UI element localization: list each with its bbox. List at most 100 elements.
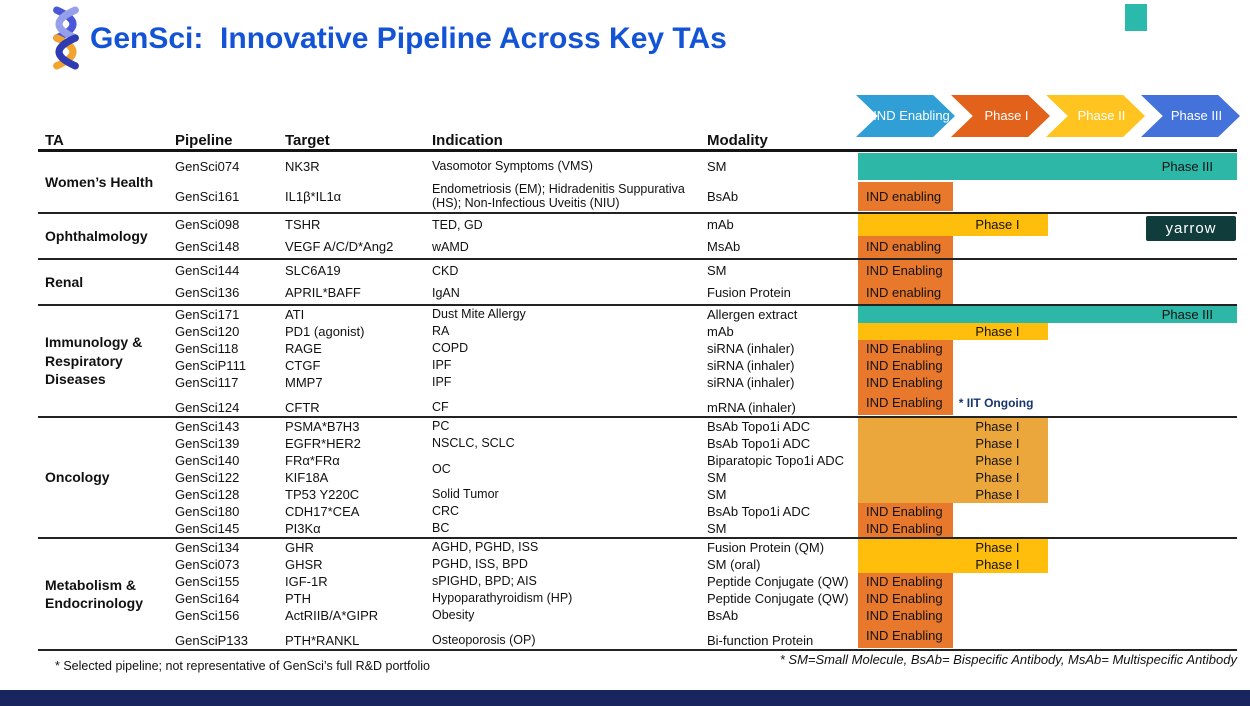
modality-cell-text: BsAb [707,607,739,623]
target-cell: IL1β*IL1α [278,189,425,204]
indication-cell-text: CF [432,400,449,415]
target-cell-text: CDH17*CEA [285,503,360,519]
phase-bar-cell: IND Enabling [858,356,1237,374]
phase-bar-phase1: Phase I [858,322,1048,340]
pipeline-row: GenSci134 GHR AGHD, PGHD, ISS Fusion Protei… [168,538,1237,556]
pipeline-cell-text: GenSci161 [175,188,240,204]
pipeline-cell: GenSci136 [168,285,278,300]
modality-cell-text: Peptide Conjugate (QW) [707,573,849,589]
modality-cell: mRNA (inhaler) [700,400,858,415]
indication-cell: CRC [425,504,700,518]
phase-bar-label: Phase III [1161,159,1213,174]
modality-cell-text: siRNA (inhaler) [707,340,795,356]
target-cell: CFTR [278,400,425,415]
phase-bar-cell: Phase I [858,468,1237,486]
phase-bar-label: IND enabling [866,188,942,204]
ta-label: Immunology & Respiratory Diseases [45,334,143,387]
phase-bar-ind-enabling: IND Enabling [858,390,953,415]
target-cell: PSMA*B7H3 [278,419,425,434]
pipeline-cell: GenSci128 [168,487,278,502]
pipeline-cell-text: GenSci148 [175,239,240,255]
target-cell-text: TP53 Y220C [285,486,360,502]
target-cell-text: EGFR*HER2 [285,435,361,451]
ta-section: Women’s Health GenSci074 NK3R Vasomotor Sym… [38,152,1237,214]
modality-cell: Fusion Protein [700,285,858,300]
pipeline-row: GenSciP111 CTGF IPF siRNA (inhaler) IND Enab… [168,356,1237,374]
phase-bar-ind-enabling: IND Enabling [858,373,953,391]
phase-bar-cell: IND Enabling [858,606,1237,624]
indication-cell-text: Osteoporosis (OP) [432,633,536,648]
indication-cell-text: COPD [432,341,469,356]
modality-cell: BsAb Topo1i ADC [700,436,858,451]
target-cell: KIF18A [278,470,425,485]
indication-cell-text: Obesity [432,608,475,623]
modality-cell-text: SM [707,520,727,536]
pipeline-cell: GenSci117 [168,375,278,390]
modality-cell: Peptide Conjugate (QW) [700,574,858,589]
section-rows: GenSci171 ATI Dust Mite Allergy Allergen ex… [168,305,1237,416]
indication-cell-text: PGHD, ISS, BPD [432,557,528,572]
phase-chevron-label: Phase I [984,107,1029,123]
modality-cell: Peptide Conjugate (QW) [700,591,858,606]
modality-cell: mAb [700,217,858,232]
ta-section: Renal GenSci144 SLC6A19 CKD SM IND Enabling Ge… [38,259,1237,306]
pipeline-cell: GenSci074 [168,159,278,174]
iit-ongoing-note: * IIT Ongoing [958,395,1034,410]
phase-bar-label: Phase I [975,539,1020,555]
modality-cell-text: mRNA (inhaler) [707,399,796,415]
indication-cell-text: Vasomotor Symptoms (VMS) [432,159,593,174]
phase-bar-cell: IND Enabling [858,373,1237,391]
modality-cell: Biparatopic Topo1i ADC [700,453,858,468]
indication-cell-text: sPIGHD, BPD; AIS [432,574,537,589]
pipeline-cell: GenSci073 [168,557,278,572]
target-cell: CTGF [278,358,425,373]
phase-bar-label: Phase I [975,323,1020,339]
indication-cell-text: TED, GD [432,217,483,232]
indication-cell: Obesity [425,608,700,622]
indication-cell: Hypoparathyroidism (HP) [425,591,700,605]
pipeline-cell-text: GenSci120 [175,323,240,339]
phase-chevron-label: IND Enabling [873,107,950,123]
indication-cell-text: Solid Tumor [432,487,499,502]
modality-cell: Bi-function Protein [700,633,858,648]
target-cell: PI3Kα [278,521,425,536]
phase-bar-cell: IND Enabling [858,339,1237,357]
pipeline-cell-text: GenSci136 [175,285,240,301]
indication-cell: Dust Mite Allergy [425,307,700,321]
modality-cell-text: mAb [707,323,734,339]
indication-cell: CF [425,400,700,414]
indication-cell: Endometriosis (EM); Hidradenitis Suppura… [425,182,700,211]
pipeline-row: GenSci164 PTH Hypoparathyroidism (HP) Pepti… [168,589,1237,607]
corner-accent-square [1125,4,1147,31]
target-cell: ATI [278,307,425,322]
section-rows: GenSci144 SLC6A19 CKD SM IND Enabling GenSci1… [168,259,1237,304]
phase-bar-label: Phase I [975,452,1020,468]
ta-section: Immunology & Respiratory Diseases GenSci1… [38,305,1237,418]
indication-cell: Osteoporosis (OP) [425,633,700,647]
phase-bar-label: IND Enabling [866,340,943,356]
table-header-row: TA Pipeline Target Indication Modality [38,118,1237,152]
pipeline-row: GenSci128 TP53 Y220C Solid Tumor SM Phase I [168,485,1237,503]
phase-bar-ind-enabling: IND Enabling [858,502,953,520]
target-cell: IGF-1R [278,574,425,589]
phase-bar-label: IND enabling [866,239,942,255]
pipeline-cell-text: GenSci074 [175,159,240,174]
pipeline-cell-text: GenSci164 [175,590,240,606]
pipeline-row: GenSci073 GHSR PGHD, ISS, BPD SM (oral) Phas… [168,555,1237,573]
pipeline-cell: GenSci164 [168,591,278,606]
pipeline-cell-text: GenSci171 [175,306,240,322]
column-header-pipeline: Pipeline [175,132,233,149]
column-header-ta: TA [45,132,64,149]
pipeline-cell-text: GenSci180 [175,503,240,519]
pipeline-cell-text: GenSci140 [175,452,240,468]
phase-bar-ind-enabling: IND enabling [858,281,953,304]
phase-bar-cell: IND Enabling [858,572,1237,590]
indication-cell-text: Endometriosis (EM); Hidradenitis Suppura… [432,182,685,211]
target-cell: APRIL*BAFF [278,285,425,300]
phase-bar-cell: IND Enabling [858,502,1237,520]
indication-cell: AGHD, PGHD, ISS [425,540,700,554]
target-cell-text: NK3R [285,159,320,174]
phase-bar-phase3: Phase III [858,305,1237,323]
phase-bar-label: IND Enabling [866,374,943,390]
modality-cell: SM [700,521,858,536]
